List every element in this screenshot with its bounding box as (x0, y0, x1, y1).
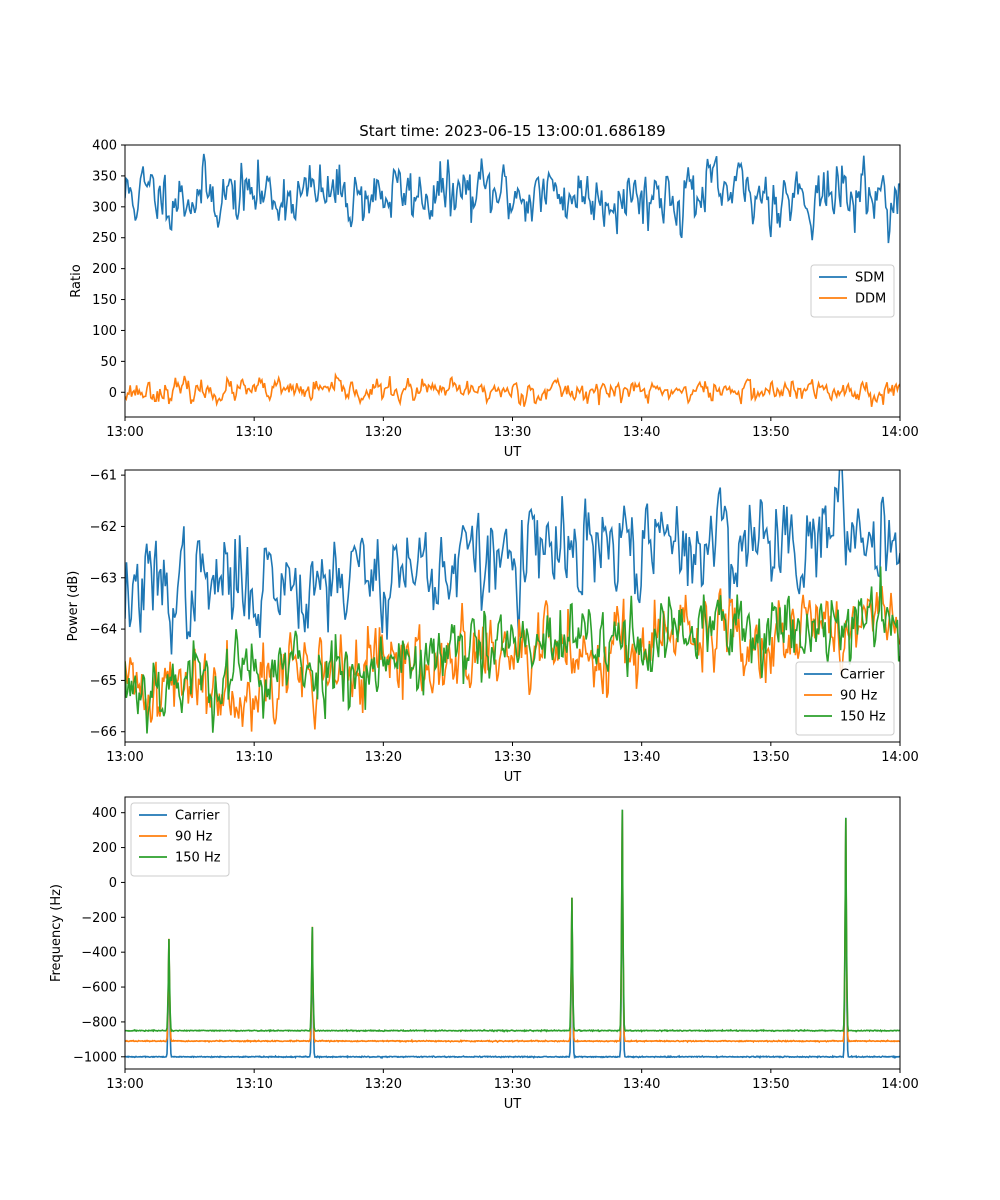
legend-entry: Carrier (840, 668, 885, 683)
legend-entry: DDM (855, 292, 886, 307)
x-tick-label: 13:00 (106, 750, 143, 765)
y-tick-label: −66 (90, 725, 117, 740)
x-tick-label: 13:40 (623, 1077, 660, 1092)
series-line-90-hz (125, 585, 900, 732)
y-tick-label: −400 (81, 946, 117, 961)
y-tick-label: 250 (92, 231, 117, 246)
legend: SDM DDM (810, 264, 895, 318)
x-tick-label: 13:10 (235, 750, 272, 765)
y-axis-label: Ratio (69, 264, 84, 297)
series-line-150-hz (125, 809, 900, 1033)
legend-entry: SDM (855, 271, 884, 286)
x-tick-label: 13:50 (752, 425, 789, 440)
y-tick-label: −61 (90, 469, 117, 484)
x-tick-label: 13:10 (235, 1077, 272, 1092)
chart-title: Start time: 2023-06-15 13:00:01.686189 (359, 122, 665, 140)
x-tick-label: 13:20 (365, 425, 402, 440)
y-tick-label: −63 (90, 571, 117, 586)
x-tick-label: 13:20 (365, 1077, 402, 1092)
plot-frame (124, 796, 901, 1070)
y-tick-label: 300 (92, 200, 117, 215)
y-tick-label: −600 (81, 981, 117, 996)
legend-entry: Carrier (175, 809, 220, 824)
legend-entry: 90 Hz (175, 830, 212, 845)
legend-box (810, 264, 895, 318)
legend: Carrier 90 Hz 150 Hz (130, 802, 230, 877)
x-tick-label: 13:40 (623, 750, 660, 765)
x-tick-label: 13:00 (106, 1077, 143, 1092)
legend: Carrier 90 Hz 150 Hz (795, 661, 895, 736)
series-line-150-hz (125, 566, 900, 734)
x-axis-label: UT (504, 445, 522, 460)
series-line-ddm (125, 372, 900, 408)
y-tick-label: −64 (90, 623, 117, 638)
x-tick-label: 13:30 (494, 425, 531, 440)
x-axis-label: UT (504, 1097, 522, 1112)
y-tick-label: 0 (109, 386, 117, 401)
y-tick-label: 400 (92, 806, 117, 821)
legend-entry: 90 Hz (840, 689, 877, 704)
y-axis-label: Frequency (Hz) (49, 884, 64, 982)
y-tick-label: −800 (81, 1015, 117, 1030)
x-tick-label: 13:30 (494, 750, 531, 765)
x-tick-label: 13:20 (365, 750, 402, 765)
series-line-sdm (125, 153, 900, 244)
y-axis-label: Power (dB) (66, 571, 81, 642)
x-tick-label: 14:00 (881, 1077, 918, 1092)
y-tick-label: 400 (92, 139, 117, 154)
y-tick-label: −65 (90, 674, 117, 689)
y-tick-label: 150 (92, 293, 117, 308)
y-tick-label: 50 (100, 355, 117, 370)
y-tick-label: 200 (92, 262, 117, 277)
y-tick-label: 100 (92, 324, 117, 339)
x-tick-label: 13:00 (106, 425, 143, 440)
x-tick-label: 14:00 (881, 425, 918, 440)
series-line-carrier (125, 470, 900, 655)
x-tick-label: 13:50 (752, 750, 789, 765)
y-tick-label: 0 (109, 876, 117, 891)
legend-entry: 150 Hz (175, 851, 221, 866)
series-line-carrier (125, 809, 900, 1060)
legend-entry: 150 Hz (840, 710, 886, 725)
subplot-3: 13:00 13:10 13:20 13:30 13:40 13:50 14:00 −1000… (49, 796, 919, 1112)
x-tick-label: 13:10 (235, 425, 272, 440)
x-tick-label: 13:40 (623, 425, 660, 440)
subplot-1: 13:00 13:10 13:20 13:30 13:40 13:50 14:00 0 50 10… (69, 122, 919, 460)
x-tick-label: 14:00 (881, 750, 918, 765)
subplot-2: 13:00 13:10 13:20 13:30 13:40 13:50 14:00 −66 −6… (66, 469, 919, 785)
y-tick-label: −1000 (73, 1050, 117, 1065)
y-tick-label: 350 (92, 169, 117, 184)
y-tick-label: −200 (81, 911, 117, 926)
y-tick-label: 200 (92, 841, 117, 856)
x-tick-label: 13:30 (494, 1077, 531, 1092)
x-tick-label: 13:50 (752, 1077, 789, 1092)
y-tick-label: −62 (90, 520, 117, 535)
series-line-90-hz (125, 809, 900, 1044)
x-axis-label: UT (504, 770, 522, 785)
